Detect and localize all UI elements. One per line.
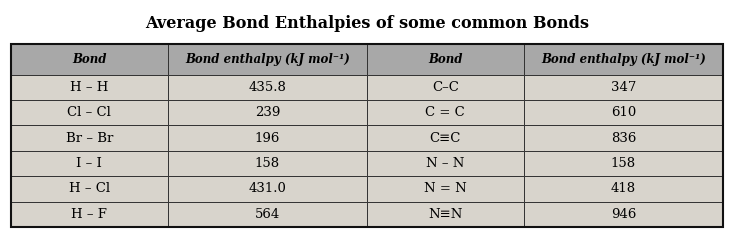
- Text: Bond: Bond: [428, 53, 462, 66]
- Bar: [167, 125, 367, 151]
- Bar: [11, 75, 167, 100]
- Text: 946: 946: [611, 208, 636, 221]
- Text: Bond: Bond: [72, 53, 106, 66]
- Bar: [11, 125, 167, 151]
- Text: H – H: H – H: [70, 81, 109, 94]
- Bar: [167, 176, 367, 201]
- Bar: [167, 151, 367, 176]
- Bar: [167, 201, 367, 227]
- Text: 610: 610: [611, 106, 636, 119]
- Bar: [523, 151, 723, 176]
- Bar: [11, 44, 723, 227]
- Bar: [523, 44, 723, 75]
- Text: 435.8: 435.8: [248, 81, 286, 94]
- Text: 158: 158: [611, 157, 636, 170]
- Bar: [11, 176, 167, 201]
- Text: 418: 418: [611, 182, 636, 195]
- Bar: [367, 176, 523, 201]
- Text: N≡N: N≡N: [428, 208, 462, 221]
- Bar: [367, 44, 523, 75]
- Bar: [523, 176, 723, 201]
- Text: Cl – Cl: Cl – Cl: [68, 106, 112, 119]
- Text: Bond enthalpy (kJ mol⁻¹): Bond enthalpy (kJ mol⁻¹): [185, 53, 349, 66]
- Text: Average Bond Enthalpies of some common Bonds: Average Bond Enthalpies of some common B…: [145, 15, 589, 32]
- Bar: [367, 201, 523, 227]
- Text: N = N: N = N: [424, 182, 467, 195]
- Text: 836: 836: [611, 132, 636, 145]
- Text: C = C: C = C: [426, 106, 465, 119]
- Text: N – N: N – N: [426, 157, 465, 170]
- Bar: [523, 201, 723, 227]
- Bar: [11, 151, 167, 176]
- Bar: [167, 75, 367, 100]
- Text: Bond enthalpy (kJ mol⁻¹): Bond enthalpy (kJ mol⁻¹): [541, 53, 705, 66]
- Bar: [11, 100, 167, 125]
- Bar: [167, 100, 367, 125]
- Text: Br – Br: Br – Br: [65, 132, 113, 145]
- Text: I – I: I – I: [76, 157, 102, 170]
- Text: C≡C: C≡C: [429, 132, 461, 145]
- Text: 158: 158: [255, 157, 280, 170]
- Bar: [11, 44, 167, 75]
- Text: 347: 347: [611, 81, 636, 94]
- Text: 196: 196: [255, 132, 280, 145]
- Bar: [167, 44, 367, 75]
- Text: C–C: C–C: [432, 81, 459, 94]
- Bar: [367, 125, 523, 151]
- Text: H – F: H – F: [71, 208, 107, 221]
- Bar: [523, 125, 723, 151]
- Text: 239: 239: [255, 106, 280, 119]
- Bar: [523, 75, 723, 100]
- Bar: [367, 100, 523, 125]
- Text: 564: 564: [255, 208, 280, 221]
- Bar: [523, 100, 723, 125]
- Bar: [367, 151, 523, 176]
- Bar: [11, 201, 167, 227]
- Text: 431.0: 431.0: [248, 182, 286, 195]
- Text: H – Cl: H – Cl: [69, 182, 110, 195]
- Bar: [367, 75, 523, 100]
